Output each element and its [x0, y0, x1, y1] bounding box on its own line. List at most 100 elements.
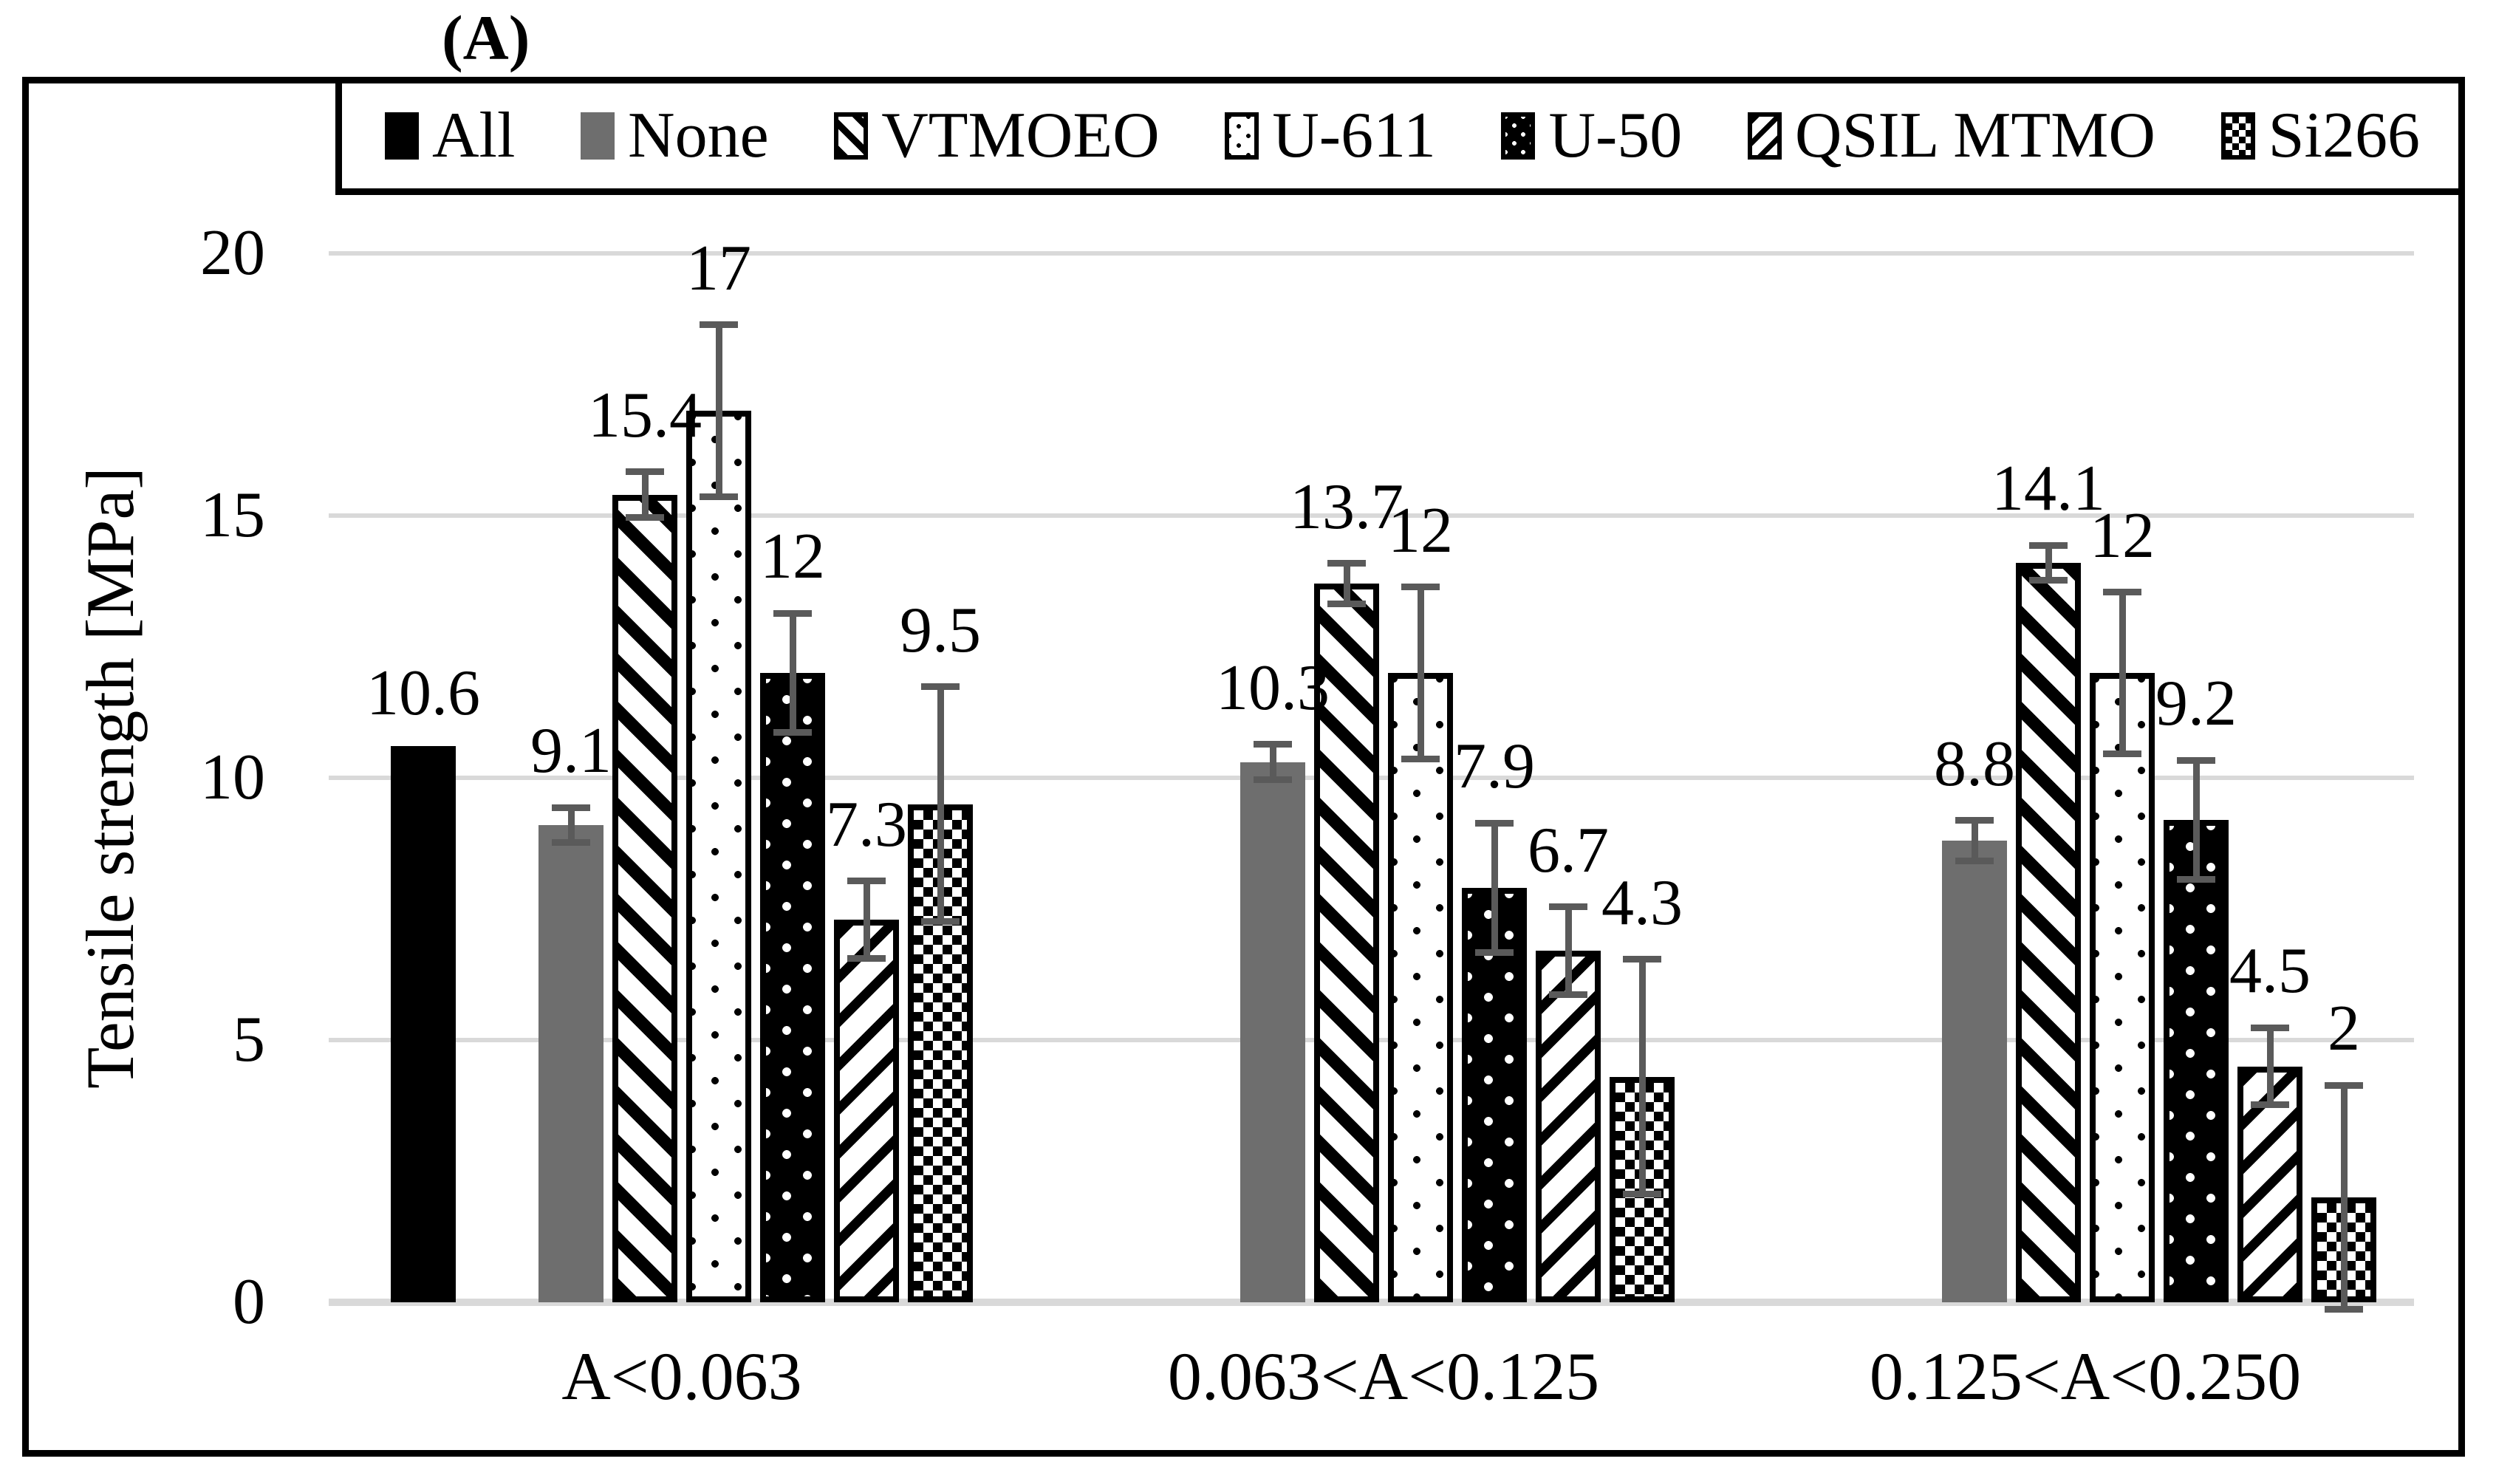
- error-bar-bottom-cap: [847, 954, 886, 962]
- bar-slot-qsil-mtmo: 4.5: [2229, 253, 2311, 1302]
- bar-none-2: [1240, 762, 1305, 1302]
- bar-slot-u-611: 12: [1388, 253, 1453, 1302]
- chart-frame: All None VTMOEO U-611 U-50 QSIL MTMO Si266 Ten…: [22, 77, 2465, 1457]
- bar-all-1: [391, 746, 456, 1302]
- y-tick-0: 0: [233, 1266, 265, 1338]
- y-tick-5: 5: [233, 1004, 265, 1076]
- error-bar-bottom-cap: [2251, 1101, 2289, 1109]
- error-bar-bottom-cap: [2325, 1306, 2363, 1313]
- bar-slot-u-611: 12: [2090, 253, 2155, 1302]
- error-bar-bottom-cap: [552, 839, 590, 847]
- bar-vtmoeo-1: [612, 494, 677, 1302]
- gridline-15: [329, 513, 2414, 518]
- legend-item-all: All: [385, 103, 515, 168]
- error-bar-u-611-3: [2103, 589, 2141, 757]
- error-bar-si266-2: [1623, 956, 1661, 1197]
- error-bar-bottom-cap: [2103, 750, 2141, 757]
- bar-slot-none: 10.3: [1216, 253, 1330, 1302]
- error-bar-stem: [1417, 584, 1424, 762]
- bar-u-611-2: [1388, 673, 1453, 1302]
- bar-slot-u-611: 17: [686, 234, 751, 1302]
- bar-slot-vtmoeo: 15.4: [588, 253, 702, 1302]
- value-label-u-50-2: 7.9: [1454, 731, 1535, 803]
- bar-none-1: [538, 824, 604, 1302]
- value-label-u-50-1: 12: [760, 521, 825, 593]
- value-label-vtmoeo-2: 13.7: [1290, 471, 1403, 543]
- value-label-vtmoeo-3: 14.1: [1991, 453, 2105, 525]
- value-label-none-2: 10.3: [1216, 652, 1330, 724]
- legend-item-none: None: [581, 103, 769, 168]
- value-label-all-1: 10.6: [366, 657, 480, 730]
- error-bar-none-1: [552, 804, 590, 847]
- bar-slot-none: 9.1: [530, 253, 612, 1302]
- value-label-qsil-mtmo-3: 4.5: [2229, 935, 2311, 1008]
- bar-u-611-1: [686, 411, 751, 1302]
- legend-label: VTMOEO: [881, 100, 1160, 171]
- error-bar-bottom-cap: [1254, 776, 1292, 784]
- bar-u-50-3: [2164, 819, 2229, 1302]
- gridline-20: [329, 251, 2414, 256]
- category-label-2: 0.063<A<0.125: [1167, 1338, 1600, 1414]
- error-bar-u-50-2: [1475, 819, 1514, 957]
- error-bar-stem: [2266, 1024, 2274, 1109]
- error-bar-stem: [863, 877, 870, 962]
- error-bar-bottom-cap: [1623, 1191, 1661, 1197]
- error-bar-bottom-cap: [921, 917, 960, 925]
- bar-slot-vtmoeo: 13.7: [1290, 253, 1403, 1302]
- bar-slot-si266: 9.5: [900, 253, 981, 1302]
- legend-label: All: [432, 100, 516, 171]
- bar-group-1: 10.6 9.1 15.4 17 12 7.3 9.5: [366, 234, 981, 1302]
- value-label-qsil-mtmo-1: 7.3: [826, 788, 907, 861]
- error-bar-stem: [1638, 956, 1646, 1197]
- value-label-u-50-3: 9.2: [2155, 668, 2237, 740]
- error-bar-u-611-2: [1401, 584, 1440, 762]
- legend-swatch-icon: [1747, 112, 1782, 160]
- value-label-u-611-1: 17: [686, 232, 751, 304]
- error-bar-qsil-mtmo-3: [2251, 1024, 2289, 1109]
- error-bar-stem: [567, 804, 575, 847]
- error-bar-stem: [2192, 756, 2200, 883]
- plot-area: 10.6 9.1 15.4 17 12 7.3 9.5 A<0.063 10.3 13.7 12 7.…: [329, 234, 2414, 1414]
- legend-label: U-611: [1272, 100, 1436, 171]
- value-label-qsil-mtmo-2: 6.7: [1528, 815, 1609, 887]
- bar-u-611-3: [2090, 673, 2155, 1302]
- bar-slot-si266: 4.3: [1601, 253, 1683, 1302]
- error-bar-stem: [1269, 741, 1276, 784]
- error-bar-none-3: [1955, 817, 1994, 865]
- bar-slot-u-50: 7.9: [1454, 253, 1535, 1302]
- error-bar-stem: [715, 321, 722, 500]
- legend-swatch-icon: [834, 112, 869, 160]
- error-bar-bottom-cap: [2177, 876, 2215, 883]
- bar-slot-qsil-mtmo: 6.7: [1528, 253, 1609, 1302]
- error-bar-bottom-cap: [2029, 577, 2068, 584]
- bar-slot-u-50: 9.2: [2155, 253, 2237, 1302]
- error-bar-bottom-cap: [1475, 949, 1514, 957]
- error-bar-bottom-cap: [1401, 755, 1440, 762]
- value-label-u-611-3: 12: [2090, 500, 2155, 572]
- bar-group-3: 8.8 14.1 12 9.2 4.5 2: [1794, 253, 2376, 1313]
- bar-u-50-1: [760, 673, 825, 1302]
- error-bar-stem: [1343, 560, 1350, 608]
- error-bar-stem: [1491, 819, 1498, 957]
- error-bar-bottom-cap: [626, 514, 664, 522]
- error-bar-none-2: [1254, 741, 1292, 784]
- value-label-si266-1: 9.5: [900, 594, 981, 666]
- legend-item-u-50: U-50: [1501, 103, 1682, 168]
- y-tick-20: 20: [200, 217, 265, 289]
- error-bar-bottom-cap: [700, 493, 738, 500]
- error-bar-si266-3: [2325, 1081, 2363, 1313]
- legend-item-si266: Si266: [2220, 100, 2420, 171]
- bar-qsil-mtmo-2: [1536, 951, 1601, 1302]
- value-label-si266-3: 2: [2328, 993, 2360, 1065]
- error-bar-stem: [641, 468, 649, 522]
- error-bar-stem: [1565, 903, 1572, 999]
- bar-u-50-2: [1462, 888, 1527, 1302]
- error-bar-bottom-cap: [773, 729, 812, 736]
- category-label-1: A<0.063: [561, 1338, 802, 1414]
- error-bar-vtmoeo-1: [626, 468, 664, 522]
- error-bar-u-50-1: [773, 609, 812, 736]
- error-bar-u-611-1: [700, 321, 738, 500]
- legend-label: Si266: [2268, 100, 2420, 171]
- legend-swatch-icon: [1225, 112, 1259, 160]
